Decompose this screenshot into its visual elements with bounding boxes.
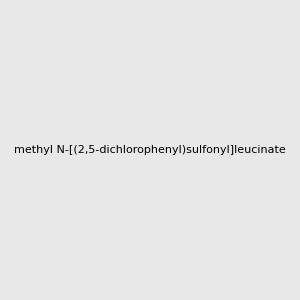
Text: methyl N-[(2,5-dichlorophenyl)sulfonyl]leucinate: methyl N-[(2,5-dichlorophenyl)sulfonyl]l… [14,145,286,155]
